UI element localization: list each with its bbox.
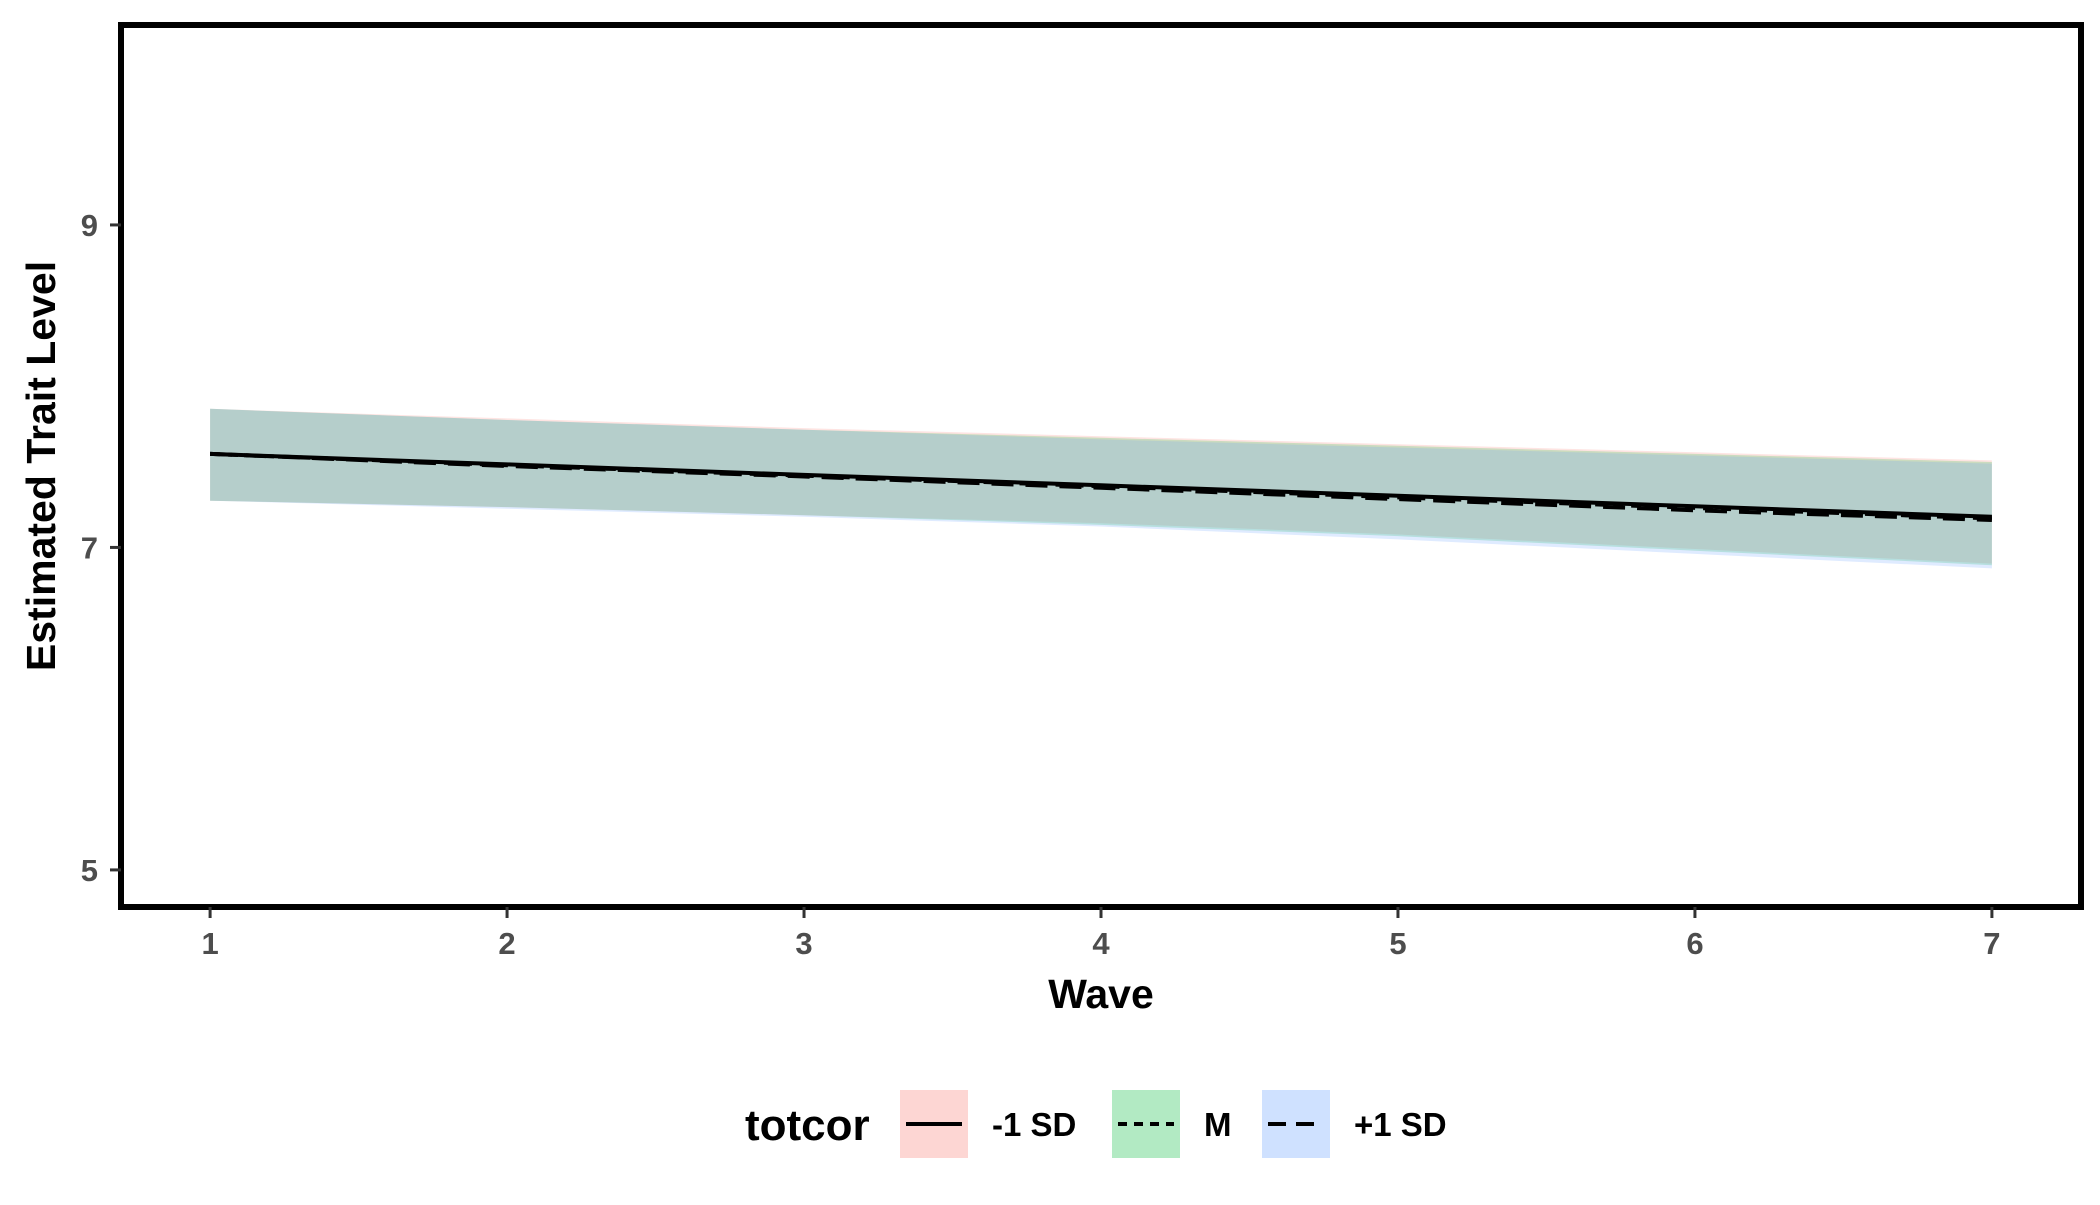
legend-label: +1 SD <box>1354 1106 1447 1143</box>
legend-title: totcor <box>745 1101 870 1150</box>
trend-line-3 <box>210 451 1992 522</box>
y-tick-label: 5 <box>81 853 98 888</box>
x-tick-label: 3 <box>795 926 812 961</box>
x-tick-label: 1 <box>201 926 218 961</box>
y-tick-label: 7 <box>81 530 98 565</box>
trend-lines <box>210 451 1992 522</box>
x-tick-label: 5 <box>1389 926 1406 961</box>
legend-label: -1 SD <box>992 1106 1076 1143</box>
x-tick-label: 6 <box>1686 926 1703 961</box>
legend-label: M <box>1204 1106 1232 1143</box>
legend: totcor -1 SD M +1 SD <box>745 1090 1447 1158</box>
x-tick-label: 2 <box>498 926 515 961</box>
y-axis-title: Estimated Trait Level <box>18 261 64 671</box>
y-tick-label: 9 <box>81 208 98 243</box>
plot-panel <box>118 22 2084 910</box>
x-tick-label: 4 <box>1092 926 1110 961</box>
x-axis: 1 2 3 4 5 6 7 <box>201 907 2001 961</box>
x-tick-label: 7 <box>1983 926 2000 961</box>
y-axis: 5 7 9 <box>81 208 121 888</box>
x-axis-title: Wave <box>1048 971 1154 1017</box>
